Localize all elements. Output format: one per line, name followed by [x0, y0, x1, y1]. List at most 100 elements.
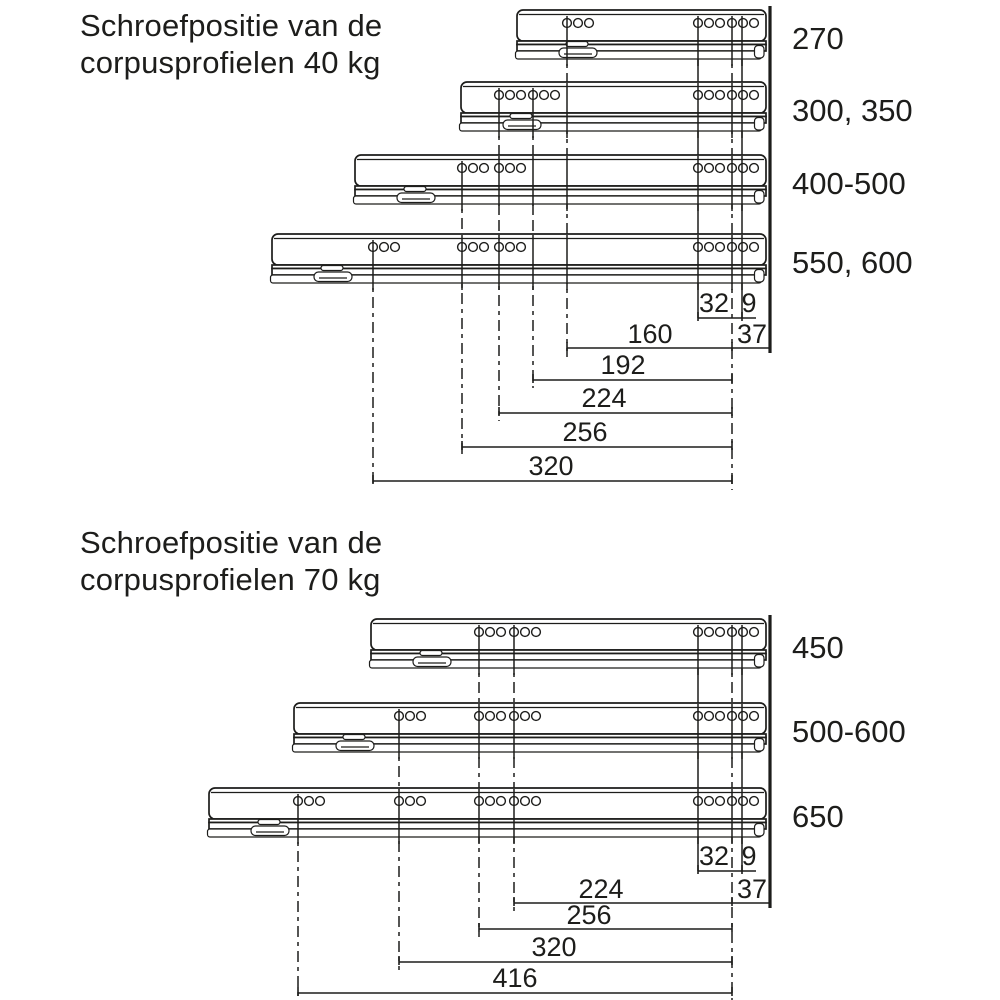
dimension-value-label: 224 — [581, 383, 626, 413]
screw-hole — [515, 241, 527, 253]
screw-hole — [748, 89, 760, 101]
dimension-value-label: 160 — [627, 319, 672, 349]
release-latch-handle — [250, 825, 290, 837]
screw-hole — [583, 17, 595, 29]
screw-hole-group — [367, 241, 401, 253]
screw-hole — [478, 241, 490, 253]
screw-hole — [515, 162, 527, 174]
screw-hole — [737, 241, 749, 253]
screw-hole — [530, 795, 542, 807]
rail-length-label: 300, 350 — [792, 93, 913, 128]
rail-length-label: 550, 600 — [792, 245, 913, 280]
release-latch-tab — [565, 40, 589, 48]
dimension-value-label: 32 — [699, 841, 729, 871]
screw-hole — [378, 241, 390, 253]
dimension-value-label: 320 — [528, 451, 573, 481]
screw-hole-group — [692, 162, 726, 174]
rail-end-hook — [753, 116, 765, 131]
rail-profile-300_350 — [458, 81, 767, 132]
screw-hole — [519, 710, 531, 722]
screw-hole — [415, 710, 427, 722]
title-line-2: corpusprofielen 70 kg — [80, 562, 381, 597]
screw-hole — [714, 162, 726, 174]
screw-hole-group — [692, 17, 726, 29]
dimension-value-label: 416 — [492, 963, 537, 993]
rail-inner-member — [516, 43, 767, 52]
screw-hole — [404, 795, 416, 807]
rail-length-label: 400-500 — [792, 166, 906, 201]
screw-hole — [504, 162, 516, 174]
screw-hole — [404, 710, 416, 722]
screw-hole — [714, 241, 726, 253]
screw-hole — [737, 162, 749, 174]
screw-hole-group — [726, 162, 760, 174]
screw-hole — [572, 17, 584, 29]
release-latch-handle — [558, 47, 598, 59]
rail-profile-400-500 — [352, 154, 767, 205]
dimension-value-label: 256 — [562, 417, 607, 447]
screw-hole — [737, 17, 749, 29]
release-latch-tab — [320, 264, 344, 272]
screw-hole — [519, 795, 531, 807]
rail-bottom-flange — [206, 828, 763, 838]
release-latch-handle — [313, 271, 353, 283]
screw-hole-group — [726, 710, 760, 722]
release-latch-tab — [403, 185, 427, 193]
rail-end-hook — [753, 822, 765, 837]
section-title-40kg: Schroefpositie van de corpusprofielen 40… — [80, 7, 382, 81]
rail-end-hook — [753, 653, 765, 668]
title-line-2: corpusprofielen 40 kg — [80, 45, 381, 80]
dimension-value-label: 192 — [600, 350, 645, 380]
rail-profile-500-600 — [291, 702, 767, 753]
screw-hole-group — [692, 795, 726, 807]
rail-end-hook — [753, 737, 765, 752]
release-latch-tab — [257, 818, 281, 826]
screw-hole — [703, 795, 715, 807]
rail-profile-450 — [368, 618, 767, 669]
screw-hole — [530, 710, 542, 722]
screw-hole — [495, 710, 507, 722]
screw-hole — [549, 89, 561, 101]
dimension-value-label: 9 — [741, 288, 756, 318]
release-latch-tab — [419, 649, 443, 657]
rail-length-label: 500-600 — [792, 714, 906, 749]
screw-hole — [748, 162, 760, 174]
screw-hole — [467, 162, 479, 174]
screw-hole — [519, 626, 531, 638]
screw-hole — [748, 17, 760, 29]
screw-hole — [303, 795, 315, 807]
screw-hole-group — [726, 626, 760, 638]
screw-hole — [748, 626, 760, 638]
screw-hole — [484, 795, 496, 807]
screw-hole — [714, 89, 726, 101]
rail-end-hook — [753, 44, 765, 59]
screw-hole — [737, 710, 749, 722]
screw-hole — [703, 710, 715, 722]
screw-hole-group — [692, 89, 726, 101]
screw-hole — [495, 626, 507, 638]
title-line-1: Schroefpositie van de — [80, 8, 383, 43]
screw-hole — [737, 795, 749, 807]
rail-end-hook — [753, 268, 765, 283]
screw-hole — [737, 89, 749, 101]
rail-length-label: 270 — [792, 21, 844, 56]
release-latch-tab — [509, 112, 533, 120]
screw-hole — [515, 89, 527, 101]
release-latch-handle — [502, 119, 542, 131]
screw-hole — [703, 162, 715, 174]
release-latch-tab — [342, 733, 366, 741]
screw-hole — [714, 626, 726, 638]
screw-hole — [484, 710, 496, 722]
release-latch-handle — [335, 740, 375, 752]
dimension-value-label: 37 — [737, 874, 767, 904]
screw-hole — [748, 710, 760, 722]
screw-hole — [703, 626, 715, 638]
rail-bottom-flange — [514, 50, 763, 60]
rail-end-hook — [753, 189, 765, 204]
screw-hole — [703, 89, 715, 101]
screw-hole-group — [508, 710, 542, 722]
screw-hole — [504, 241, 516, 253]
